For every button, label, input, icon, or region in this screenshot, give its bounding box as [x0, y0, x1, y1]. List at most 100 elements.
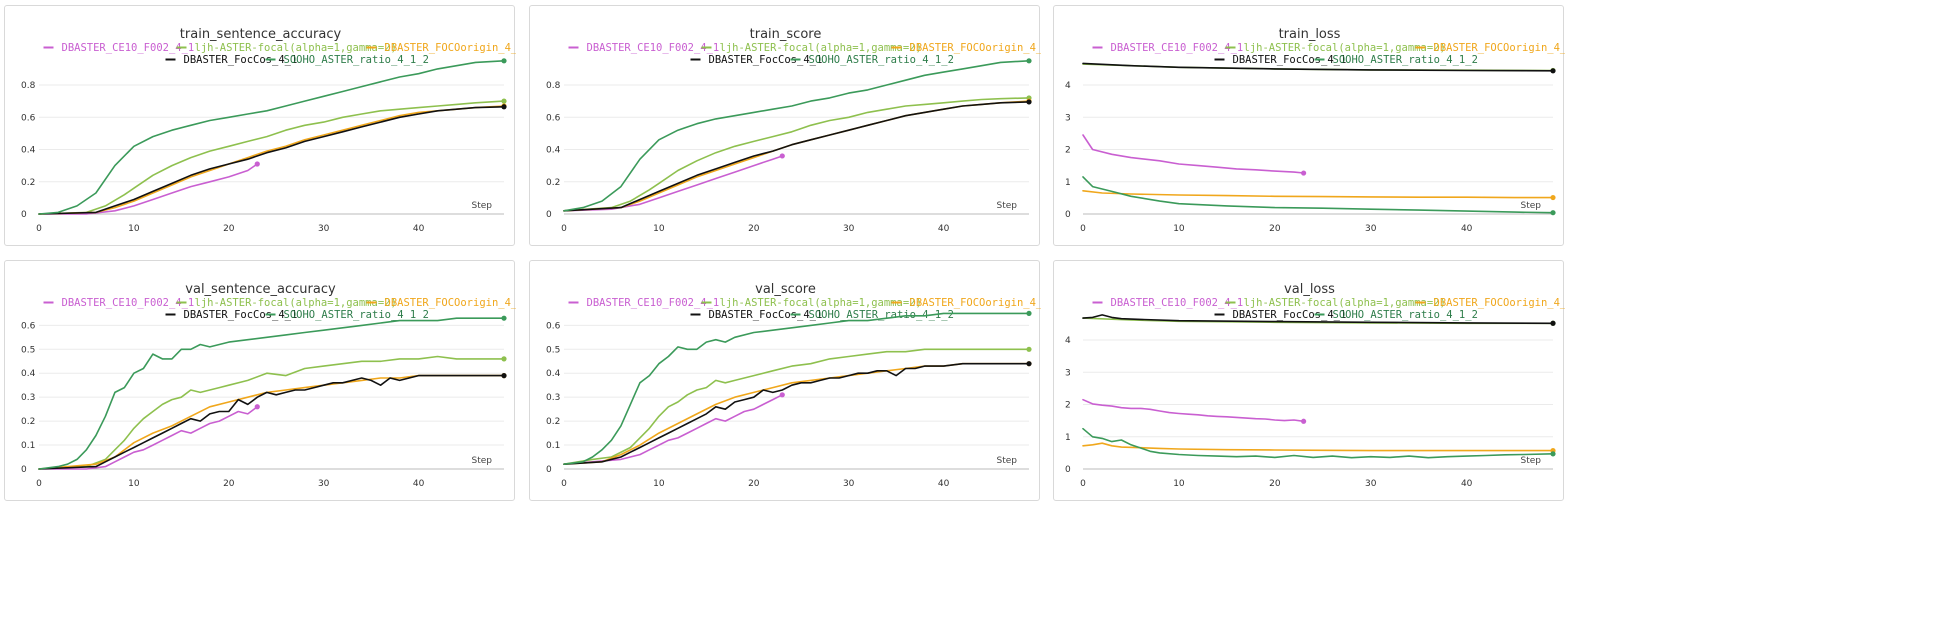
- series-line-dbaster-ce10-f002-4-1[interactable]: [1082, 398, 1305, 423]
- series-end-point-dbaster-focoorigin-4-1[interactable]: [1550, 194, 1556, 201]
- legend-label: DBASTER_FocCos_4_1: [1233, 54, 1347, 66]
- series-line-dbaster-ce10-f002-4-1[interactable]: [38, 406, 259, 470]
- series-end-point-dbaster-foccos-4-1[interactable]: [1550, 320, 1556, 326]
- legend-item-dbaster-ce10-f002-4-1[interactable]: DBASTER_CE10_F002_4_1: [568, 297, 720, 309]
- series-line-ljh-aster-focal-alpha-1-gamma-2[interactable]: [563, 348, 1030, 465]
- legend-item-sooho-aster-ratio-4-1-2[interactable]: SOOHO_ASTER_ratio_4_1_2: [1314, 54, 1478, 66]
- series-end-point-dbaster-ce10-f002-4-1[interactable]: [779, 153, 785, 159]
- series-line-dbaster-ce10-f002-4-1[interactable]: [38, 163, 259, 215]
- series-line-ljh-aster-focal-alpha-1-gamma-2[interactable]: [563, 97, 1030, 212]
- series-end-point-sooho-aster-ratio-4-1-2[interactable]: [1026, 58, 1032, 64]
- legend-item-ljh-aster-focal-alpha-1-gamma-2[interactable]: ljh-ASTER-focal(alpha=1,gamma=2): [701, 42, 922, 54]
- legend-item-ljh-aster-focal-alpha-1-gamma-2[interactable]: ljh-ASTER-focal(alpha=1,gamma=2): [176, 42, 397, 54]
- y-tick-label: 4: [1065, 336, 1071, 346]
- y-tick-label: 0.2: [21, 178, 35, 188]
- legend-item-sooho-aster-ratio-4-1-2[interactable]: SOOHO_ASTER_ratio_4_1_2: [1314, 309, 1478, 321]
- legend-item-ljh-aster-focal-alpha-1-gamma-2[interactable]: ljh-ASTER-focal(alpha=1,gamma=2): [701, 297, 922, 309]
- legend-item-dbaster-focoorigin-4-1[interactable]: DBASTER_FOCOorigin_4_1: [366, 297, 517, 309]
- x-tick-label: 30: [843, 479, 855, 489]
- series-line-dbaster-focoorigin-4-1[interactable]: [38, 105, 505, 215]
- series-end-point-sooho-aster-ratio-4-1-2[interactable]: [1550, 451, 1556, 457]
- legend-item-dbaster-ce10-f002-4-1[interactable]: DBASTER_CE10_F002_4_1: [1092, 297, 1244, 309]
- y-tick-label: 0.2: [546, 178, 560, 188]
- series-end-point-dbaster-foccos-4-1[interactable]: [501, 373, 507, 379]
- series-line-dbaster-foccos-4-1[interactable]: [563, 101, 1030, 212]
- series-line-dbaster-focoorigin-4-1[interactable]: [1082, 442, 1554, 452]
- series-line-dbaster-ce10-f002-4-1[interactable]: [1082, 134, 1305, 174]
- x-tick-label: 30: [318, 224, 330, 234]
- y-tick-label: 0: [1065, 465, 1071, 475]
- chart-panel-train-loss: train_loss DBASTER_CE10_F002_4_1 ljh-ASTER…: [1053, 5, 1566, 246]
- series-line-sooho-aster-ratio-4-1-2[interactable]: [563, 312, 1030, 465]
- series-end-point-dbaster-ce10-f002-4-1[interactable]: [254, 404, 260, 410]
- series-end-point-ljh-aster-focal-alpha-1-gamma-2[interactable]: [1026, 346, 1032, 352]
- series-line-dbaster-focoorigin-4-1[interactable]: [1082, 190, 1554, 199]
- legend-item-dbaster-focoorigin-4-1[interactable]: DBASTER_FOCOorigin_4_1: [366, 42, 517, 54]
- series-end-point-sooho-aster-ratio-4-1-2[interactable]: [1026, 310, 1032, 316]
- legend-label: DBASTER_FOCOorigin_4_1: [385, 42, 517, 54]
- series-line-ljh-aster-focal-alpha-1-gamma-2[interactable]: [38, 355, 505, 470]
- series-line-dbaster-foccos-4-1[interactable]: [38, 106, 505, 215]
- series-line-sooho-aster-ratio-4-1-2[interactable]: [1082, 427, 1554, 459]
- y-tick-label: 0.1: [546, 441, 560, 451]
- series-line-ljh-aster-focal-alpha-1-gamma-2[interactable]: [38, 100, 505, 215]
- legend-item-ljh-aster-focal-alpha-1-gamma-2[interactable]: ljh-ASTER-focal(alpha=1,gamma=2): [176, 297, 397, 309]
- series-line-dbaster-foccos-4-1[interactable]: [1082, 62, 1554, 72]
- legend-item-dbaster-ce10-f002-4-1[interactable]: DBASTER_CE10_F002_4_1: [43, 42, 195, 54]
- series-end-point-dbaster-foccos-4-1[interactable]: [1026, 99, 1032, 105]
- legend-item-dbaster-foccos-4-1[interactable]: DBASTER_FocCos_4_1: [1214, 309, 1347, 321]
- x-tick-label: 10: [128, 224, 140, 234]
- legend-item-sooho-aster-ratio-4-1-2[interactable]: SOOHO_ASTER_ratio_4_1_2: [265, 54, 429, 66]
- chart-svg-val-sentence-accuracy: val_sentence_accuracyDBASTER_CE10_F002_4…: [21, 282, 517, 489]
- series-end-point-dbaster-ce10-f002-4-1[interactable]: [779, 392, 785, 398]
- series-end-point-dbaster-ce10-f002-4-1[interactable]: [1301, 418, 1307, 424]
- series-line-sooho-aster-ratio-4-1-2[interactable]: [1082, 176, 1554, 214]
- legend-item-dbaster-foccos-4-1[interactable]: DBASTER_FocCos_4_1: [165, 309, 298, 321]
- series-end-point-ljh-aster-focal-alpha-1-gamma-2[interactable]: [501, 356, 507, 362]
- series-end-point-dbaster-ce10-f002-4-1[interactable]: [254, 161, 260, 167]
- series-end-point-dbaster-foccos-4-1[interactable]: [501, 104, 507, 110]
- x-tick-label: 40: [413, 479, 425, 489]
- series-line-dbaster-foccos-4-1[interactable]: [1082, 314, 1554, 325]
- series-end-point-ljh-aster-focal-alpha-1-gamma-2[interactable]: [501, 98, 507, 104]
- series-line-dbaster-foccos-4-1[interactable]: [563, 362, 1030, 465]
- series-end-point-sooho-aster-ratio-4-1-2[interactable]: [501, 315, 507, 321]
- x-tick-label: 20: [748, 479, 760, 489]
- legend-item-dbaster-foccos-4-1[interactable]: DBASTER_FocCos_4_1: [1214, 54, 1347, 66]
- legend-item-dbaster-focoorigin-4-1[interactable]: DBASTER_FOCOorigin_4_1: [891, 42, 1042, 54]
- legend-label: ljh-ASTER-focal(alpha=1,gamma=2): [720, 297, 922, 309]
- series-line-dbaster-ce10-f002-4-1[interactable]: [563, 155, 784, 212]
- legend-label: DBASTER_FOCOorigin_4_1: [1434, 42, 1566, 54]
- series-line-sooho-aster-ratio-4-1-2[interactable]: [38, 59, 505, 215]
- legend-item-dbaster-ce10-f002-4-1[interactable]: DBASTER_CE10_F002_4_1: [568, 42, 720, 54]
- y-tick-label: 0.5: [21, 345, 35, 355]
- legend-item-dbaster-foccos-4-1[interactable]: DBASTER_FocCos_4_1: [690, 54, 823, 66]
- x-tick-label: 20: [1269, 479, 1281, 489]
- series-line-sooho-aster-ratio-4-1-2[interactable]: [563, 59, 1030, 212]
- series-end-point-sooho-aster-ratio-4-1-2[interactable]: [1550, 210, 1556, 216]
- series-line-dbaster-foccos-4-1[interactable]: [38, 374, 505, 470]
- legend-item-sooho-aster-ratio-4-1-2[interactable]: SOOHO_ASTER_ratio_4_1_2: [790, 309, 954, 321]
- series-end-point-dbaster-foccos-4-1[interactable]: [1550, 68, 1556, 74]
- legend-item-dbaster-focoorigin-4-1[interactable]: DBASTER_FOCOorigin_4_1: [1415, 42, 1566, 54]
- series-line-dbaster-ce10-f002-4-1[interactable]: [563, 394, 784, 465]
- x-tick-label: 0: [561, 479, 567, 489]
- legend-item-dbaster-focoorigin-4-1[interactable]: DBASTER_FOCOorigin_4_1: [891, 297, 1042, 309]
- series-end-point-sooho-aster-ratio-4-1-2[interactable]: [501, 58, 507, 64]
- legend-item-dbaster-focoorigin-4-1[interactable]: DBASTER_FOCOorigin_4_1: [1415, 297, 1566, 309]
- legend-item-dbaster-ce10-f002-4-1[interactable]: DBASTER_CE10_F002_4_1: [43, 297, 195, 309]
- legend-item-sooho-aster-ratio-4-1-2[interactable]: SOOHO_ASTER_ratio_4_1_2: [790, 54, 954, 66]
- legend-item-ljh-aster-focal-alpha-1-gamma-2[interactable]: ljh-ASTER-focal(alpha=1,gamma=2): [1225, 42, 1446, 54]
- legend-item-dbaster-foccos-4-1[interactable]: DBASTER_FocCos_4_1: [165, 54, 298, 66]
- legend-label: SOOHO_ASTER_ratio_4_1_2: [284, 54, 429, 66]
- legend-label: DBASTER_FocCos_4_1: [184, 54, 298, 66]
- legend-item-dbaster-ce10-f002-4-1[interactable]: DBASTER_CE10_F002_4_1: [1092, 42, 1244, 54]
- x-tick-label: 30: [1365, 479, 1377, 489]
- series-end-point-dbaster-foccos-4-1[interactable]: [1026, 361, 1032, 367]
- series-line-dbaster-focoorigin-4-1[interactable]: [563, 362, 1030, 465]
- legend-item-dbaster-foccos-4-1[interactable]: DBASTER_FocCos_4_1: [690, 309, 823, 321]
- legend-item-ljh-aster-focal-alpha-1-gamma-2[interactable]: ljh-ASTER-focal(alpha=1,gamma=2): [1225, 297, 1446, 309]
- series-line-sooho-aster-ratio-4-1-2[interactable]: [38, 317, 505, 470]
- legend-item-sooho-aster-ratio-4-1-2[interactable]: SOOHO_ASTER_ratio_4_1_2: [265, 309, 429, 321]
- series-end-point-dbaster-ce10-f002-4-1[interactable]: [1301, 170, 1307, 176]
